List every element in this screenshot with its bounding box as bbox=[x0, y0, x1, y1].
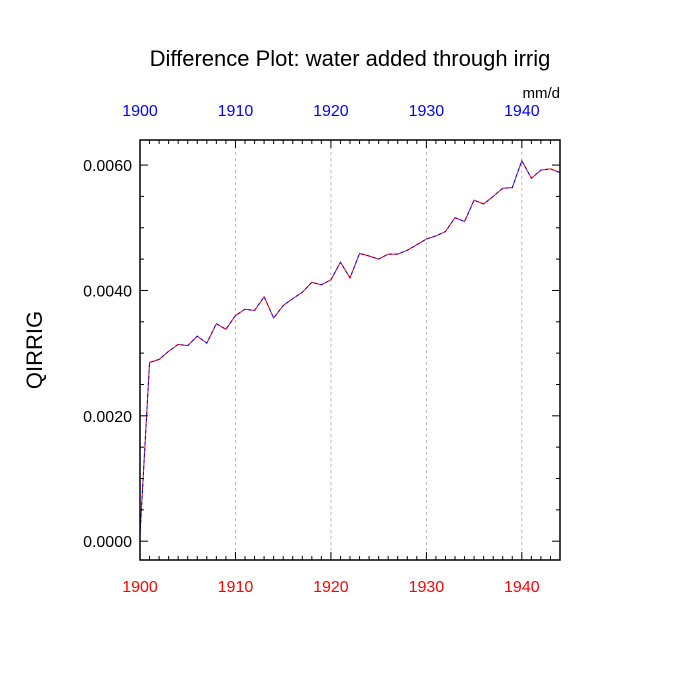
grid-lines bbox=[235, 140, 523, 560]
y-tick-label: 0.0000 bbox=[83, 534, 132, 551]
y-tick-label: 0.0060 bbox=[83, 158, 132, 175]
x-tick-label-bottom: 1930 bbox=[409, 579, 445, 596]
y-tick-label: 0.0020 bbox=[83, 409, 132, 426]
data-series bbox=[139, 159, 561, 535]
x-tick-label-top: 1900 bbox=[122, 103, 158, 120]
axis-ticks bbox=[139, 140, 561, 560]
x-tick-label-bottom: 1940 bbox=[504, 579, 540, 596]
plot-frame bbox=[139, 139, 561, 561]
x-tick-label-top: 1920 bbox=[313, 103, 349, 120]
x-tick-label-top: 1940 bbox=[504, 103, 540, 120]
tick-labels: 0.0000 0.0020 0.0040 0.0060 1900 1910 1920 1930… bbox=[83, 103, 540, 596]
series-line-series-b bbox=[139, 159, 561, 535]
y-axis-label: QIRRIG bbox=[22, 311, 47, 389]
series-line-series-a bbox=[139, 159, 561, 535]
x-tick-label-top: 1910 bbox=[218, 103, 254, 120]
y-tick-label: 0.0040 bbox=[83, 283, 132, 300]
chart-title: Difference Plot: water added through irr… bbox=[150, 46, 551, 71]
units-label: mm/d bbox=[523, 85, 561, 102]
x-tick-label-bottom: 1900 bbox=[122, 579, 158, 596]
x-tick-label-top: 1930 bbox=[409, 103, 445, 120]
x-tick-label-bottom: 1910 bbox=[218, 579, 254, 596]
x-tick-label-bottom: 1920 bbox=[313, 579, 349, 596]
